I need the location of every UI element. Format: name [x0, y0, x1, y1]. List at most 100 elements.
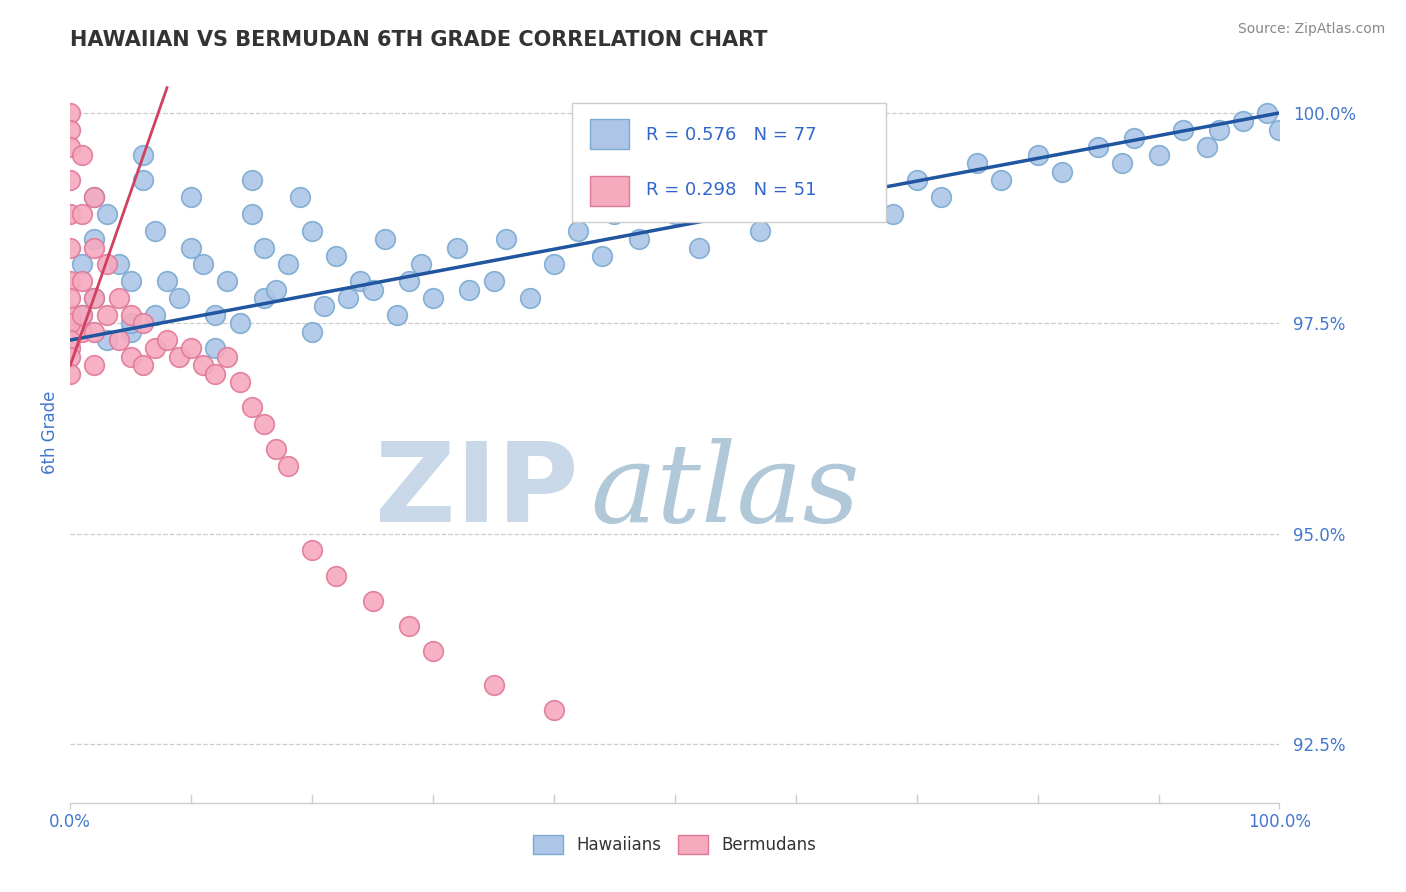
Point — [120, 308, 142, 322]
Point — [1026, 148, 1049, 162]
Point — [72, 148, 94, 162]
Point — [264, 442, 287, 457]
Point — [301, 325, 323, 339]
Point — [193, 359, 215, 373]
Point — [180, 190, 202, 204]
Point — [59, 333, 82, 347]
Point — [217, 350, 239, 364]
Point — [83, 359, 105, 373]
Point — [132, 173, 155, 187]
Point — [1195, 139, 1218, 153]
Point — [724, 190, 747, 204]
Point — [966, 156, 988, 170]
Text: ZIP: ZIP — [375, 438, 578, 545]
Point — [519, 291, 541, 305]
Point — [59, 122, 82, 136]
Point — [96, 333, 118, 347]
Point — [72, 274, 94, 288]
Point — [143, 308, 166, 322]
Point — [143, 342, 166, 356]
Point — [107, 333, 129, 347]
Point — [96, 207, 118, 221]
Point — [167, 350, 190, 364]
FancyBboxPatch shape — [591, 120, 628, 149]
Point — [398, 274, 420, 288]
Point — [1232, 114, 1254, 128]
Point — [83, 240, 105, 254]
Text: atlas: atlas — [591, 438, 860, 546]
Point — [458, 283, 481, 297]
Point — [277, 459, 299, 474]
Point — [808, 173, 831, 187]
Legend: Hawaiians, Bermudans: Hawaiians, Bermudans — [527, 829, 823, 861]
Point — [1171, 122, 1194, 136]
Point — [59, 367, 82, 381]
Point — [990, 173, 1012, 187]
Point — [83, 190, 105, 204]
Point — [422, 291, 444, 305]
Point — [288, 190, 311, 204]
Point — [72, 308, 94, 322]
Point — [314, 300, 336, 314]
Point — [72, 308, 94, 322]
Point — [156, 333, 179, 347]
Point — [132, 316, 155, 330]
Point — [156, 274, 179, 288]
Point — [83, 325, 105, 339]
Point — [59, 207, 82, 221]
Point — [72, 207, 94, 221]
Point — [204, 367, 226, 381]
Point — [567, 224, 589, 238]
Point — [217, 274, 239, 288]
Point — [1123, 131, 1146, 145]
Point — [96, 257, 118, 271]
Point — [59, 274, 82, 288]
Point — [253, 240, 276, 254]
Point — [1208, 122, 1230, 136]
Point — [253, 291, 276, 305]
Point — [59, 139, 82, 153]
Text: R = 0.298   N = 51: R = 0.298 N = 51 — [645, 181, 817, 199]
Text: HAWAIIAN VS BERMUDAN 6TH GRADE CORRELATION CHART: HAWAIIAN VS BERMUDAN 6TH GRADE CORRELATI… — [70, 29, 768, 50]
Point — [688, 240, 710, 254]
Point — [374, 232, 396, 246]
Point — [193, 257, 215, 271]
Point — [59, 342, 82, 356]
Point — [748, 224, 770, 238]
Point — [264, 283, 287, 297]
Point — [361, 283, 384, 297]
Point — [929, 190, 952, 204]
Point — [240, 173, 263, 187]
Point — [120, 316, 142, 330]
Y-axis label: 6th Grade: 6th Grade — [41, 391, 59, 475]
Point — [882, 207, 904, 221]
Point — [1087, 139, 1109, 153]
Text: R = 0.576   N = 77: R = 0.576 N = 77 — [645, 126, 817, 144]
Point — [83, 190, 105, 204]
Point — [603, 207, 626, 221]
Point — [59, 291, 82, 305]
Point — [361, 594, 384, 608]
Point — [845, 190, 868, 204]
Point — [120, 325, 142, 339]
Point — [301, 224, 323, 238]
Point — [325, 568, 347, 582]
Point — [120, 274, 142, 288]
Point — [482, 678, 505, 692]
Point — [446, 240, 468, 254]
Point — [228, 375, 250, 389]
Point — [132, 359, 155, 373]
Point — [143, 224, 166, 238]
Point — [1256, 106, 1278, 120]
Point — [325, 249, 347, 263]
Point — [1050, 165, 1073, 179]
Point — [59, 308, 82, 322]
Point — [385, 308, 408, 322]
Point — [1111, 156, 1133, 170]
Point — [277, 257, 299, 271]
Point — [96, 308, 118, 322]
Point — [1147, 148, 1170, 162]
Point — [240, 401, 263, 415]
Point — [664, 207, 686, 221]
Point — [398, 619, 420, 633]
